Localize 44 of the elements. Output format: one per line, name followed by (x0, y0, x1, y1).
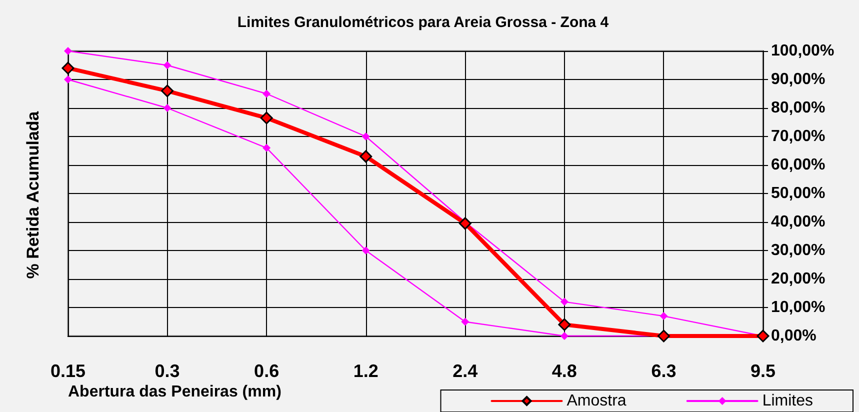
point (660, 312, 668, 320)
x-tick-label: 2.4 (452, 361, 478, 381)
point (62, 62, 74, 74)
x-tick-label: 0.6 (254, 361, 280, 381)
point (260, 112, 273, 124)
point (64, 76, 72, 84)
x-axis-title: Abertura das Peneiras (mm) (68, 384, 282, 400)
point (458, 217, 472, 230)
point (756, 330, 770, 342)
y-tick-label: 70,00% (771, 128, 826, 145)
x-tick-label: 4.8 (552, 361, 577, 381)
legend-label: Limites (762, 392, 814, 410)
y-tick-label: 40,00% (771, 214, 826, 230)
x-tick-label: 9.5 (750, 361, 776, 381)
point (560, 298, 568, 306)
point (362, 132, 370, 140)
y-tick-label: 100,00% (771, 42, 834, 60)
point (461, 318, 470, 326)
point (161, 84, 174, 98)
y-tick-label: 90,00% (771, 71, 826, 88)
point (362, 246, 370, 254)
y-tick-label: 30,00% (771, 242, 826, 259)
point (560, 332, 568, 340)
legend-label: Amostra (566, 392, 626, 410)
point (657, 330, 670, 342)
chart-title: Limites Granulométricos para Areia Grossa - Zona 4 (237, 14, 610, 31)
y-tick-label: 60,00% (771, 156, 826, 174)
y-axis-title: % Retida Acumulada (24, 110, 42, 279)
y-tick-label: 50,00% (771, 185, 826, 202)
point (64, 47, 72, 55)
point (163, 104, 172, 112)
point (558, 318, 571, 331)
x-tick-label: 1.2 (353, 361, 378, 381)
point (262, 144, 271, 152)
y-tick-label: 20,00% (771, 270, 826, 288)
y-tick-label: 0,00% (771, 328, 816, 344)
x-tick-label: 0.3 (154, 361, 180, 381)
point (262, 90, 271, 98)
point (163, 61, 172, 70)
y-tick-label: 80,00% (771, 100, 826, 116)
y-tick-label: 10,00% (771, 299, 826, 316)
point (360, 150, 372, 163)
x-tick-label: 0.15 (50, 361, 86, 381)
x-tick-label: 6.3 (651, 361, 676, 381)
